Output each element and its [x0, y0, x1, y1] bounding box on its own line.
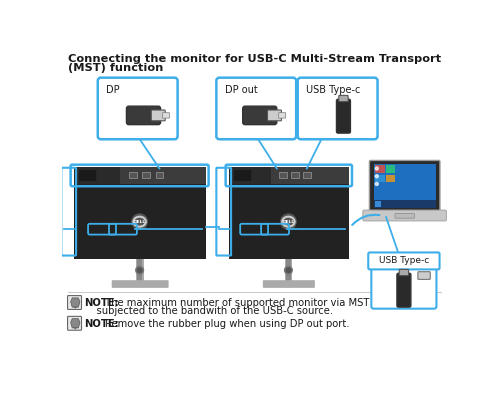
- Bar: [375, 175, 385, 182]
- Bar: [137, 259, 142, 281]
- Circle shape: [281, 214, 296, 229]
- Circle shape: [137, 268, 142, 272]
- Circle shape: [375, 175, 378, 178]
- Text: DELL: DELL: [134, 220, 146, 224]
- FancyBboxPatch shape: [79, 170, 96, 181]
- Bar: [74, 167, 120, 184]
- Bar: [375, 166, 385, 173]
- Text: The maximum number of supported monitor via MST is: The maximum number of supported monitor …: [102, 298, 381, 308]
- FancyBboxPatch shape: [279, 113, 286, 118]
- Bar: [156, 172, 163, 178]
- Circle shape: [132, 214, 148, 229]
- Text: NOTE:: NOTE:: [84, 298, 119, 308]
- FancyBboxPatch shape: [216, 78, 296, 139]
- FancyBboxPatch shape: [395, 214, 414, 218]
- Bar: [291, 172, 299, 178]
- Text: NOTE:: NOTE:: [84, 319, 119, 329]
- Polygon shape: [71, 319, 80, 328]
- FancyBboxPatch shape: [418, 272, 430, 279]
- Bar: [229, 184, 349, 259]
- FancyBboxPatch shape: [151, 110, 165, 121]
- Bar: [286, 259, 291, 281]
- Bar: [229, 167, 349, 184]
- Polygon shape: [71, 298, 80, 307]
- Bar: [386, 175, 396, 182]
- Bar: [74, 167, 205, 184]
- FancyBboxPatch shape: [243, 106, 277, 125]
- Bar: [142, 172, 150, 178]
- Circle shape: [286, 268, 291, 272]
- FancyBboxPatch shape: [397, 273, 411, 307]
- FancyBboxPatch shape: [339, 95, 348, 102]
- Circle shape: [375, 167, 378, 170]
- FancyBboxPatch shape: [371, 267, 436, 309]
- Bar: [136, 259, 144, 281]
- Bar: [279, 172, 287, 178]
- Bar: [375, 201, 381, 207]
- FancyBboxPatch shape: [68, 316, 82, 330]
- Bar: [303, 172, 311, 178]
- Circle shape: [136, 266, 144, 274]
- Polygon shape: [73, 327, 78, 330]
- Text: Connecting the monitor for USB-C Multi-Stream Transport: Connecting the monitor for USB-C Multi-S…: [68, 54, 441, 64]
- FancyBboxPatch shape: [98, 78, 177, 139]
- FancyBboxPatch shape: [112, 280, 168, 288]
- FancyBboxPatch shape: [399, 270, 409, 276]
- FancyBboxPatch shape: [267, 110, 281, 121]
- Bar: [374, 200, 436, 208]
- Bar: [129, 172, 137, 178]
- Bar: [285, 259, 292, 281]
- FancyBboxPatch shape: [263, 280, 315, 288]
- FancyBboxPatch shape: [126, 106, 161, 125]
- FancyBboxPatch shape: [68, 296, 82, 309]
- FancyBboxPatch shape: [163, 113, 169, 118]
- FancyBboxPatch shape: [336, 99, 350, 133]
- Text: USB Type-c: USB Type-c: [379, 256, 429, 266]
- FancyBboxPatch shape: [368, 252, 439, 270]
- Polygon shape: [73, 306, 78, 309]
- Circle shape: [375, 182, 378, 185]
- Bar: [374, 164, 436, 208]
- Bar: [74, 184, 205, 259]
- Text: (MST) function: (MST) function: [68, 63, 164, 73]
- Bar: [229, 167, 271, 184]
- Text: DP: DP: [106, 85, 120, 95]
- Text: Remove the rubber plug when using DP out port.: Remove the rubber plug when using DP out…: [102, 319, 350, 329]
- Text: DP out: DP out: [225, 85, 257, 95]
- FancyBboxPatch shape: [363, 210, 446, 221]
- Circle shape: [285, 266, 292, 274]
- FancyBboxPatch shape: [234, 170, 251, 181]
- FancyBboxPatch shape: [298, 78, 378, 139]
- Bar: [386, 166, 396, 173]
- Text: DELL: DELL: [282, 220, 295, 224]
- Text: USB Type-c: USB Type-c: [306, 85, 361, 95]
- Text: subjected to the bandwith of the USB-C source.: subjected to the bandwith of the USB-C s…: [84, 306, 333, 316]
- FancyBboxPatch shape: [369, 160, 440, 213]
